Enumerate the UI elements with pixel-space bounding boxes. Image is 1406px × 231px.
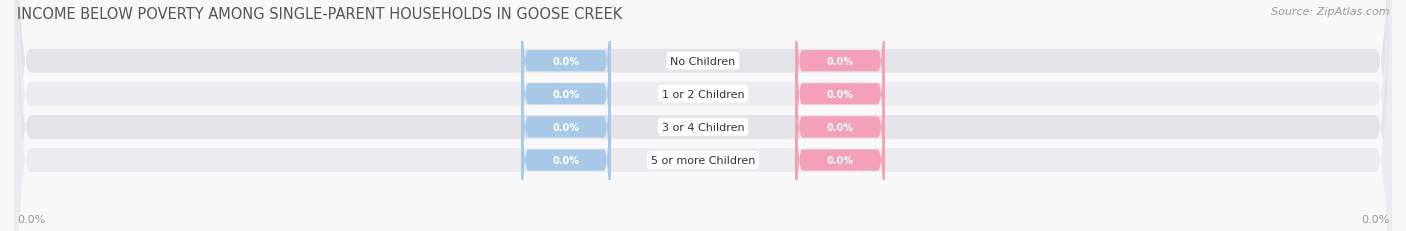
Text: 0.0%: 0.0% <box>1361 214 1389 224</box>
FancyBboxPatch shape <box>796 0 884 216</box>
Text: 0.0%: 0.0% <box>827 89 853 99</box>
FancyBboxPatch shape <box>14 0 1392 231</box>
FancyBboxPatch shape <box>796 0 884 231</box>
Text: Source: ZipAtlas.com: Source: ZipAtlas.com <box>1271 7 1389 17</box>
Text: 1 or 2 Children: 1 or 2 Children <box>662 89 744 99</box>
Text: 0.0%: 0.0% <box>553 155 579 165</box>
Text: INCOME BELOW POVERTY AMONG SINGLE-PARENT HOUSEHOLDS IN GOOSE CREEK: INCOME BELOW POVERTY AMONG SINGLE-PARENT… <box>17 7 621 22</box>
Text: 0.0%: 0.0% <box>553 89 579 99</box>
Text: 0.0%: 0.0% <box>827 122 853 132</box>
Text: 0.0%: 0.0% <box>553 122 579 132</box>
FancyBboxPatch shape <box>522 6 610 231</box>
FancyBboxPatch shape <box>522 0 610 231</box>
Text: 0.0%: 0.0% <box>553 56 579 66</box>
Text: 0.0%: 0.0% <box>827 155 853 165</box>
Text: 3 or 4 Children: 3 or 4 Children <box>662 122 744 132</box>
FancyBboxPatch shape <box>796 6 884 231</box>
Text: 5 or more Children: 5 or more Children <box>651 155 755 165</box>
FancyBboxPatch shape <box>796 0 884 231</box>
FancyBboxPatch shape <box>522 0 610 231</box>
Text: 0.0%: 0.0% <box>827 56 853 66</box>
FancyBboxPatch shape <box>14 0 1392 231</box>
Text: 0.0%: 0.0% <box>17 214 45 224</box>
Text: No Children: No Children <box>671 56 735 66</box>
FancyBboxPatch shape <box>14 0 1392 231</box>
FancyBboxPatch shape <box>522 0 610 216</box>
FancyBboxPatch shape <box>14 0 1392 231</box>
